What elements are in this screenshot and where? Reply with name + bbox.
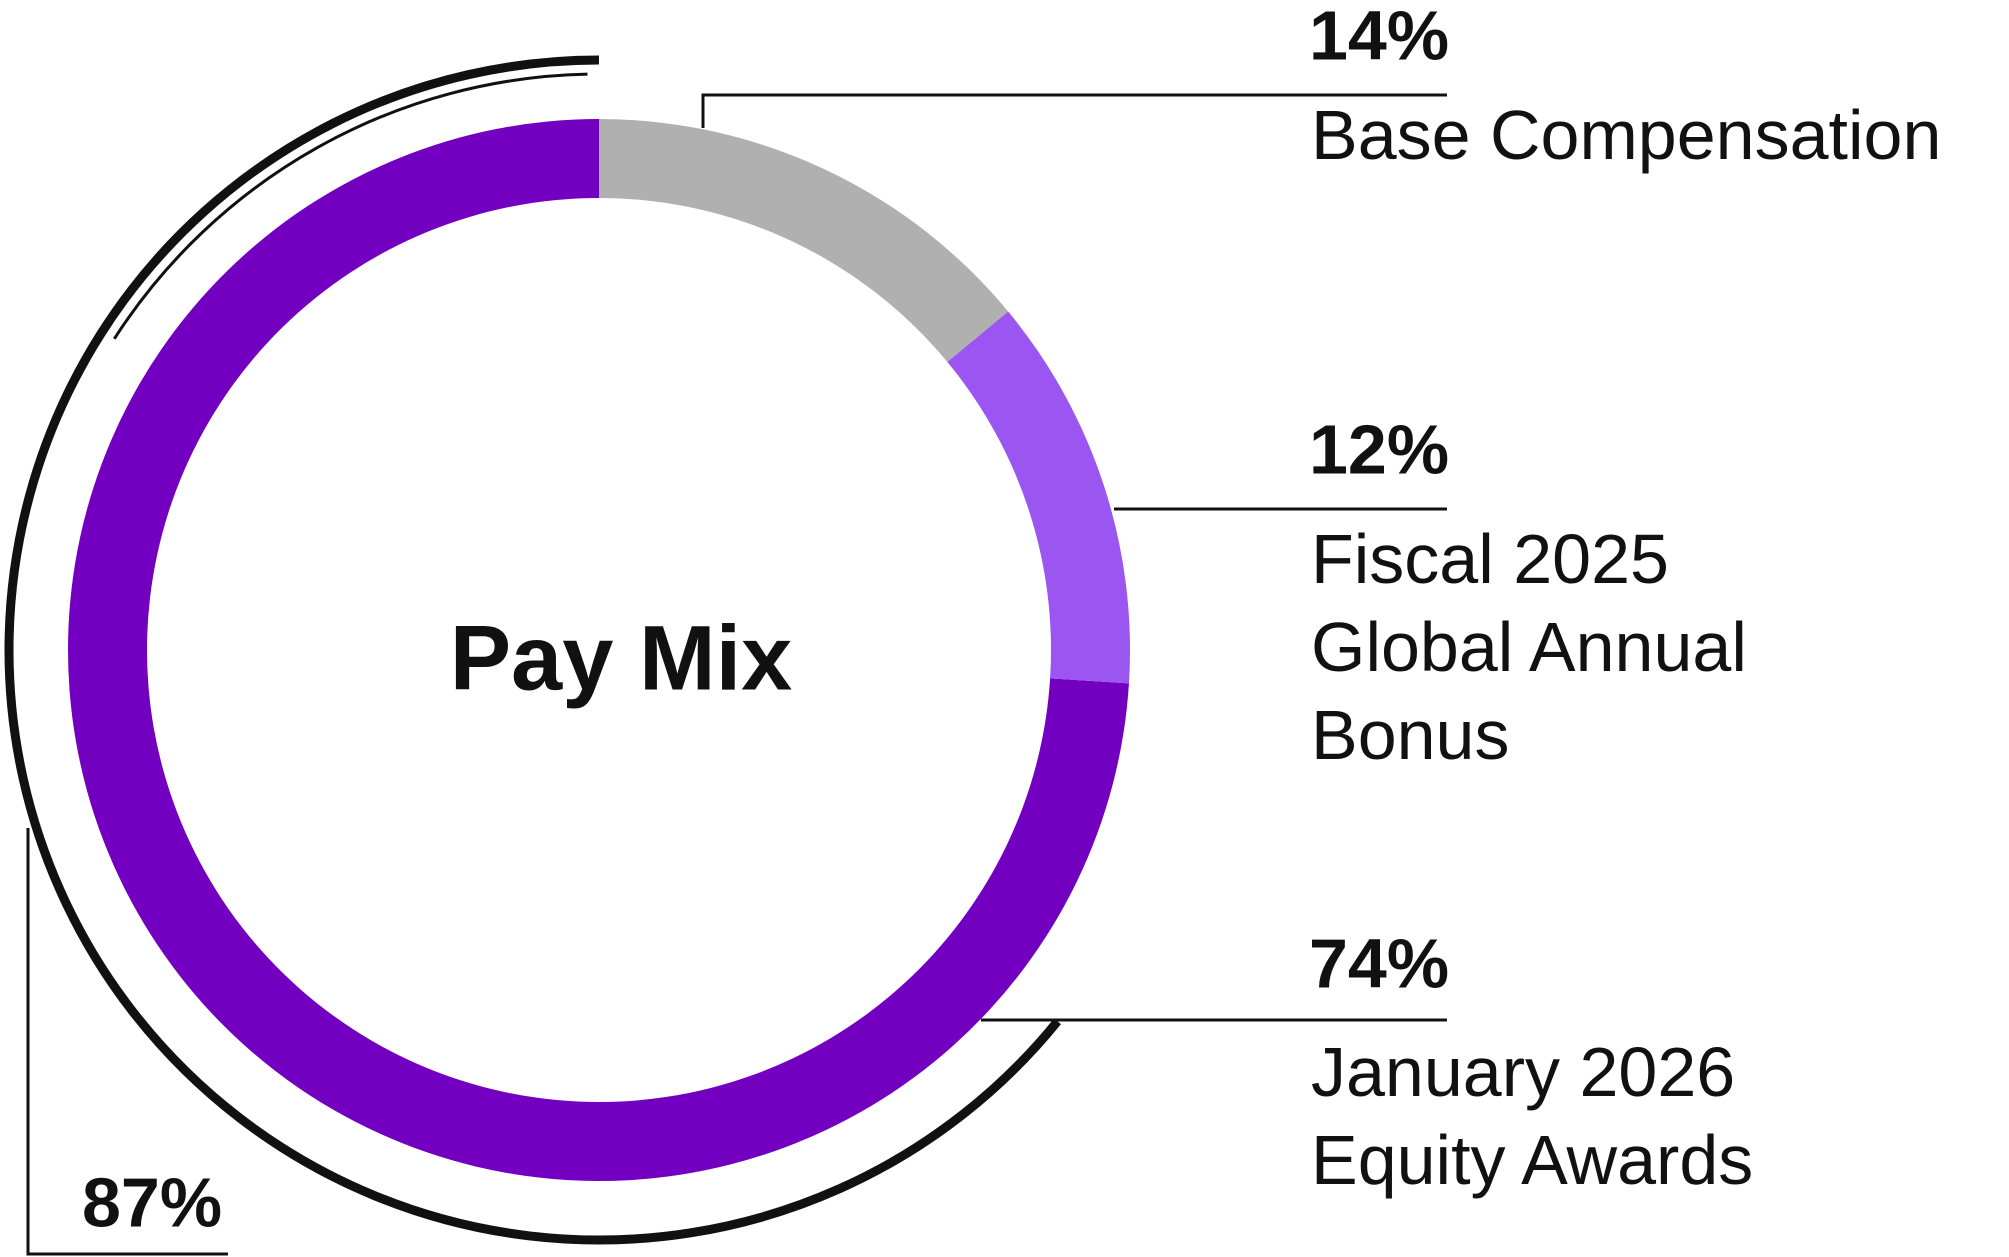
value-label: 14%: [1309, 0, 1449, 74]
donut-segment: [947, 311, 1130, 684]
bracket-arc: [4, 55, 1062, 1245]
value-label: 12%: [1309, 410, 1449, 488]
bracket: [26, 828, 228, 1256]
category-label: January 2026 Equity Awards: [1311, 1033, 1753, 1199]
category-label: Base Compensation: [1311, 96, 1941, 174]
category-label: Fiscal 2025 Global Annual Bonus: [1311, 520, 1747, 774]
annotation: 87%: [82, 1163, 222, 1241]
value-label: 74%: [1309, 924, 1449, 1002]
leader-line: [701, 93, 1447, 128]
donut-segment: [599, 119, 1009, 362]
chart-title: Pay Mix: [450, 607, 793, 709]
bracket-arc-inner: [113, 72, 588, 340]
